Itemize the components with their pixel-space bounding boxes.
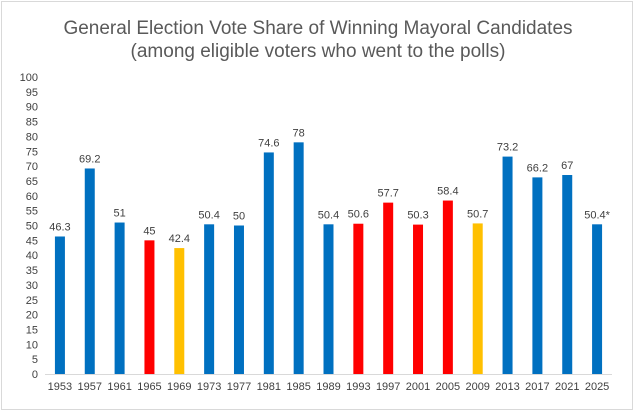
data-label: 67 bbox=[561, 160, 573, 172]
y-tick-label: 70 bbox=[26, 161, 38, 173]
x-tick-label: 1957 bbox=[78, 381, 102, 393]
bar bbox=[263, 152, 274, 374]
y-tick-label: 25 bbox=[26, 295, 38, 307]
y-tick-label: 95 bbox=[26, 87, 38, 99]
data-label: 50.7 bbox=[467, 208, 488, 220]
y-tick-label: 40 bbox=[26, 250, 38, 262]
y-tick-label: 10 bbox=[26, 339, 38, 351]
data-label: 50.6 bbox=[348, 209, 369, 221]
data-label: 69.2 bbox=[79, 153, 100, 165]
y-tick-label: 90 bbox=[26, 102, 38, 114]
data-label: 78 bbox=[293, 127, 305, 139]
data-label: 66.2 bbox=[527, 162, 548, 174]
y-tick-label: 60 bbox=[26, 191, 38, 203]
x-tick-label: 1977 bbox=[227, 381, 251, 393]
chart-subtitle: (among eligible voters who went to the p… bbox=[131, 41, 506, 62]
bar bbox=[204, 224, 215, 374]
bar bbox=[353, 223, 364, 374]
data-label: 50.4* bbox=[584, 209, 610, 221]
data-label: 50.4 bbox=[198, 209, 219, 221]
y-tick-label: 55 bbox=[26, 206, 38, 218]
bar bbox=[174, 248, 185, 374]
data-label: 51 bbox=[113, 208, 125, 220]
y-tick-label: 100 bbox=[20, 72, 38, 84]
bar bbox=[323, 224, 334, 374]
y-tick-label: 75 bbox=[26, 146, 38, 158]
bar bbox=[84, 168, 95, 374]
x-tick-label: 1981 bbox=[257, 381, 281, 393]
x-tick-label: 1965 bbox=[137, 381, 161, 393]
x-tick-label: 2017 bbox=[525, 381, 549, 393]
x-tick-label: 2021 bbox=[555, 381, 579, 393]
data-label: 45 bbox=[143, 225, 155, 237]
data-label: 46.3 bbox=[49, 221, 70, 233]
x-tick-label: 2001 bbox=[406, 381, 430, 393]
bar bbox=[562, 175, 573, 374]
data-label: 58.4 bbox=[437, 186, 458, 198]
x-tick-label: 1993 bbox=[346, 381, 370, 393]
bar bbox=[233, 225, 244, 374]
y-tick-label: 5 bbox=[32, 354, 38, 366]
bar bbox=[383, 202, 394, 374]
bar bbox=[472, 223, 483, 374]
x-tick-label: 1985 bbox=[286, 381, 310, 393]
bar bbox=[413, 224, 424, 374]
bar bbox=[54, 236, 65, 374]
bar bbox=[293, 142, 304, 374]
bar bbox=[592, 224, 603, 374]
chart-title: General Election Vote Share of Winning M… bbox=[63, 18, 572, 39]
x-tick-label: 2013 bbox=[495, 381, 519, 393]
y-tick-label: 0 bbox=[32, 369, 38, 381]
x-tick-label: 2005 bbox=[436, 381, 460, 393]
data-label: 42.4 bbox=[169, 233, 190, 245]
y-tick-label: 35 bbox=[26, 265, 38, 277]
x-tick-label: 1953 bbox=[48, 381, 72, 393]
x-tick-label: 2009 bbox=[465, 381, 489, 393]
x-tick-label: 2025 bbox=[585, 381, 609, 393]
data-label: 50 bbox=[233, 211, 245, 223]
x-tick-label: 1973 bbox=[197, 381, 221, 393]
y-tick-label: 65 bbox=[26, 176, 38, 188]
y-tick-label: 15 bbox=[26, 324, 38, 336]
data-label: 50.4 bbox=[318, 209, 339, 221]
bar bbox=[532, 177, 543, 374]
bar bbox=[442, 200, 453, 374]
data-label: 73.2 bbox=[497, 142, 518, 154]
bar bbox=[114, 222, 125, 374]
x-tick-label: 1989 bbox=[316, 381, 340, 393]
bar bbox=[502, 156, 513, 374]
y-tick-label: 20 bbox=[26, 310, 38, 322]
x-tick-label: 1961 bbox=[107, 381, 131, 393]
y-tick-label: 45 bbox=[26, 235, 38, 247]
data-label: 74.6 bbox=[258, 137, 279, 149]
x-tick-label: 1997 bbox=[376, 381, 400, 393]
y-tick-label: 85 bbox=[26, 117, 38, 129]
x-tick-label: 1969 bbox=[167, 381, 191, 393]
y-tick-label: 50 bbox=[26, 221, 38, 233]
data-label: 57.7 bbox=[377, 188, 398, 200]
data-label: 50.3 bbox=[407, 210, 428, 222]
bar bbox=[144, 240, 155, 374]
plot-area: 0510152025303540455055606570758085909510… bbox=[20, 72, 612, 393]
y-tick-label: 30 bbox=[26, 280, 38, 292]
y-tick-label: 80 bbox=[26, 131, 38, 143]
